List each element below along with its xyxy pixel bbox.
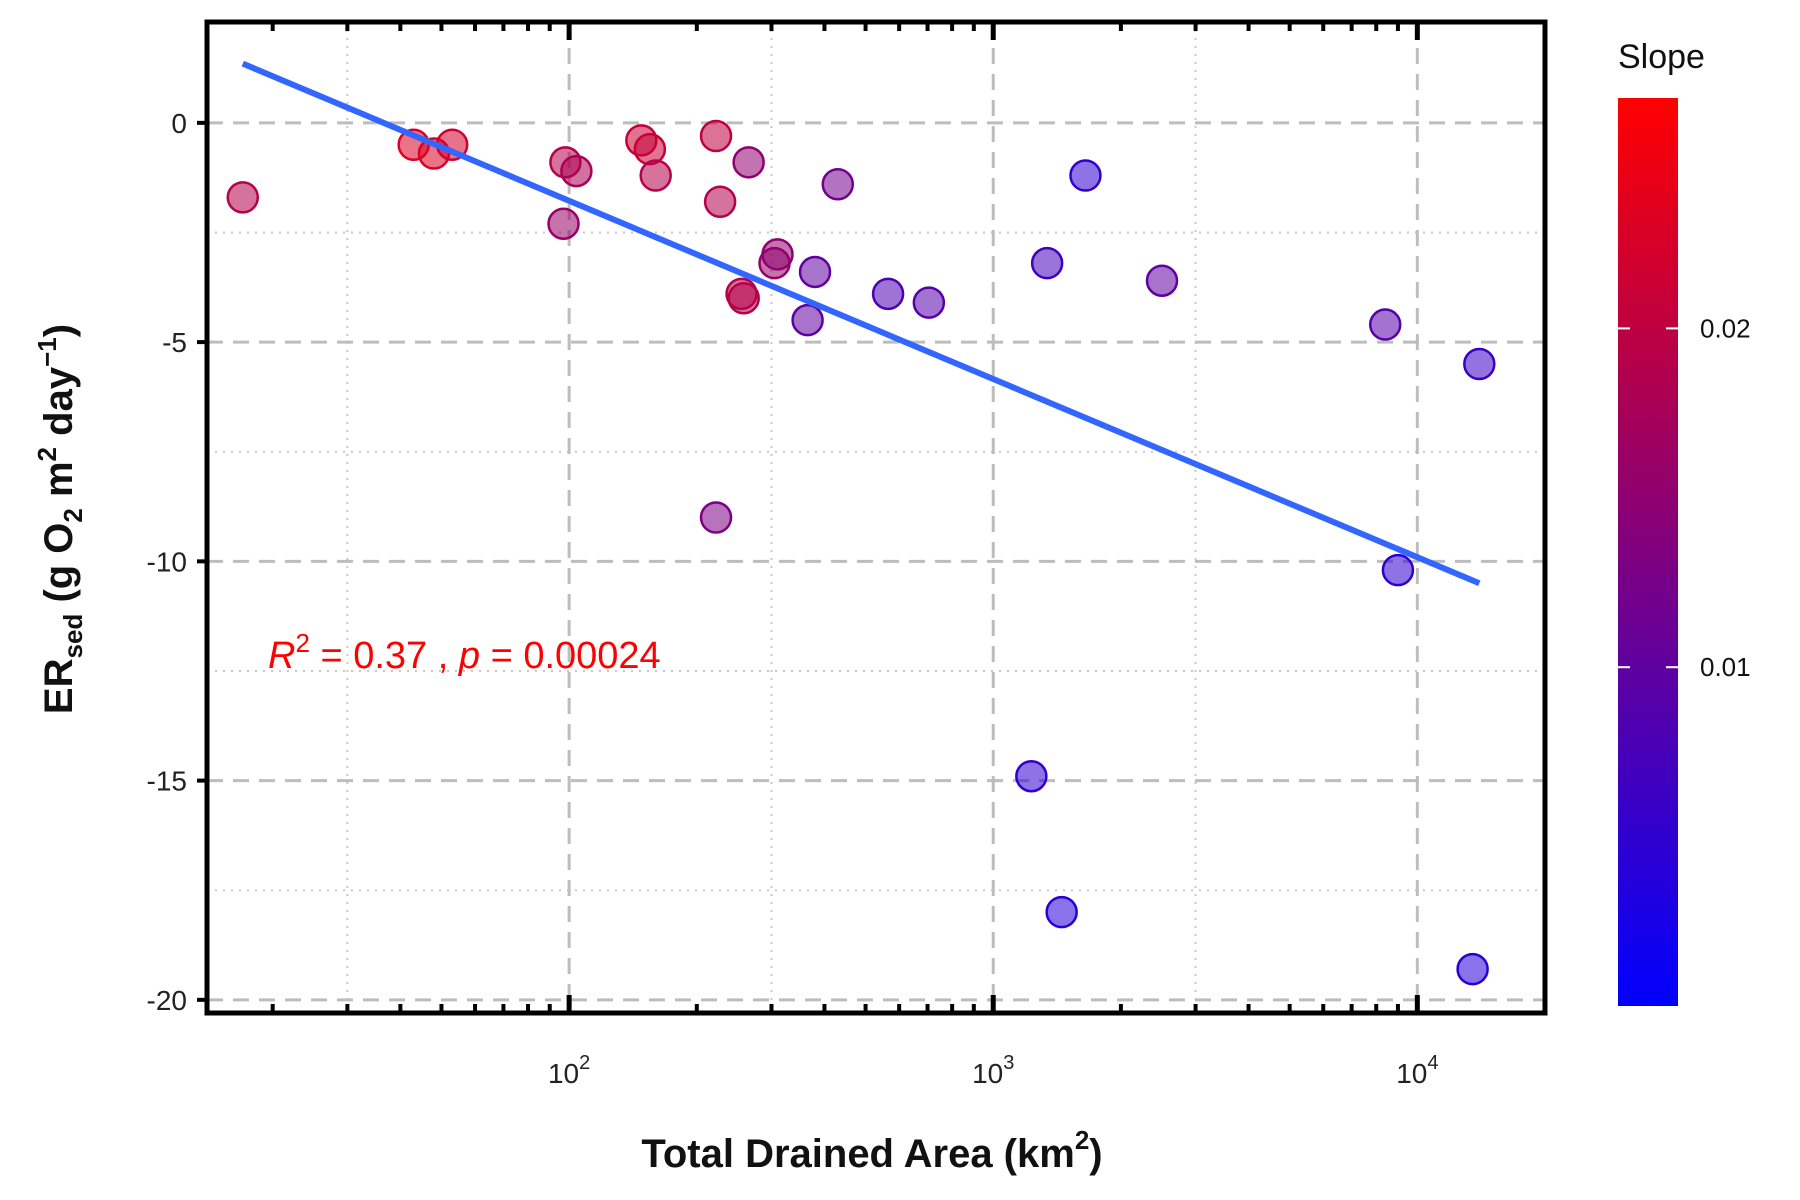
y-title-main: ER xyxy=(37,658,81,714)
regression-annotation: R2 = 0.37 , p = 0.00024 xyxy=(268,628,661,677)
data-point xyxy=(1145,264,1179,297)
data-point xyxy=(798,255,832,289)
data-point xyxy=(821,167,855,201)
data-point xyxy=(727,282,760,315)
data-point xyxy=(639,159,672,192)
regression-line xyxy=(241,60,1481,587)
data-point xyxy=(732,146,765,179)
x-tick-label: 103 xyxy=(972,1052,1014,1089)
regression-line-group xyxy=(241,60,1481,587)
data-point xyxy=(1015,759,1048,793)
color-gradient-bar xyxy=(1618,98,1678,1006)
data-point xyxy=(871,277,905,311)
y-tick-label: -20 xyxy=(147,985,187,1016)
data-point xyxy=(1381,553,1415,587)
data-point xyxy=(699,501,733,534)
legend-tick-label: 0.01 xyxy=(1700,652,1751,682)
y-tick-label: -5 xyxy=(162,327,187,358)
plot-frame xyxy=(204,19,1548,1016)
legend-tick-label: 0.02 xyxy=(1700,313,1751,343)
y-title-sup: 2 xyxy=(32,447,62,461)
data-point xyxy=(226,181,260,214)
legend-title: Slope xyxy=(1618,38,1705,76)
y-title-end: day xyxy=(37,366,81,447)
data-point xyxy=(1069,159,1102,192)
r-exponent: 2 xyxy=(295,628,309,658)
legend-ticks: 0.01 0.02 xyxy=(1618,313,1751,682)
x-tick-label: 104 xyxy=(1396,1052,1438,1089)
y-title-sub: sed xyxy=(58,614,88,659)
x-axis: 102 103 104 xyxy=(270,22,1438,1089)
data-point xyxy=(1045,895,1078,929)
r-value: = 0.37 , xyxy=(310,635,459,677)
y-axis-title: ERsed (g O2 m2 day−1) xyxy=(32,324,88,714)
x-tick-label: 102 xyxy=(548,1052,590,1089)
data-point xyxy=(1456,952,1489,986)
y-axis: 0 -5 -10 -15 -20 xyxy=(147,108,207,1016)
x-title-main: Total Drained Area (km xyxy=(641,1132,1074,1176)
data-point xyxy=(791,303,824,337)
r-label: R xyxy=(268,635,295,677)
y-title-mid: m xyxy=(37,461,81,508)
data-points xyxy=(226,119,1496,986)
data-point xyxy=(560,154,593,188)
data-point xyxy=(1030,246,1064,280)
data-point xyxy=(699,119,733,153)
y-title-sub2: 2 xyxy=(58,508,88,522)
minor-gridlines xyxy=(207,22,1545,1013)
y-title-close: ) xyxy=(37,324,81,337)
data-point xyxy=(547,207,580,240)
x-title-close: ) xyxy=(1089,1132,1102,1176)
major-gridlines xyxy=(207,22,1545,1013)
y-title-sup2: −1 xyxy=(32,337,62,367)
data-point xyxy=(761,238,794,271)
y-tick-label: -10 xyxy=(147,546,187,577)
data-point xyxy=(1463,347,1496,381)
x-axis-title: Total Drained Area (km2) xyxy=(641,1125,1102,1176)
p-value: = 0.00024 xyxy=(480,635,661,677)
y-tick-label: 0 xyxy=(171,108,187,139)
color-legend: Slope 0.01 0.02 xyxy=(1618,38,1751,1006)
y-tick-label: -15 xyxy=(147,766,187,797)
p-label: p xyxy=(458,635,480,677)
data-point xyxy=(912,286,946,319)
x-title-sup: 2 xyxy=(1075,1125,1089,1155)
y-title-rest: (g O xyxy=(37,523,81,614)
data-point xyxy=(1368,308,1402,341)
data-point xyxy=(703,185,737,219)
data-point xyxy=(633,132,667,166)
